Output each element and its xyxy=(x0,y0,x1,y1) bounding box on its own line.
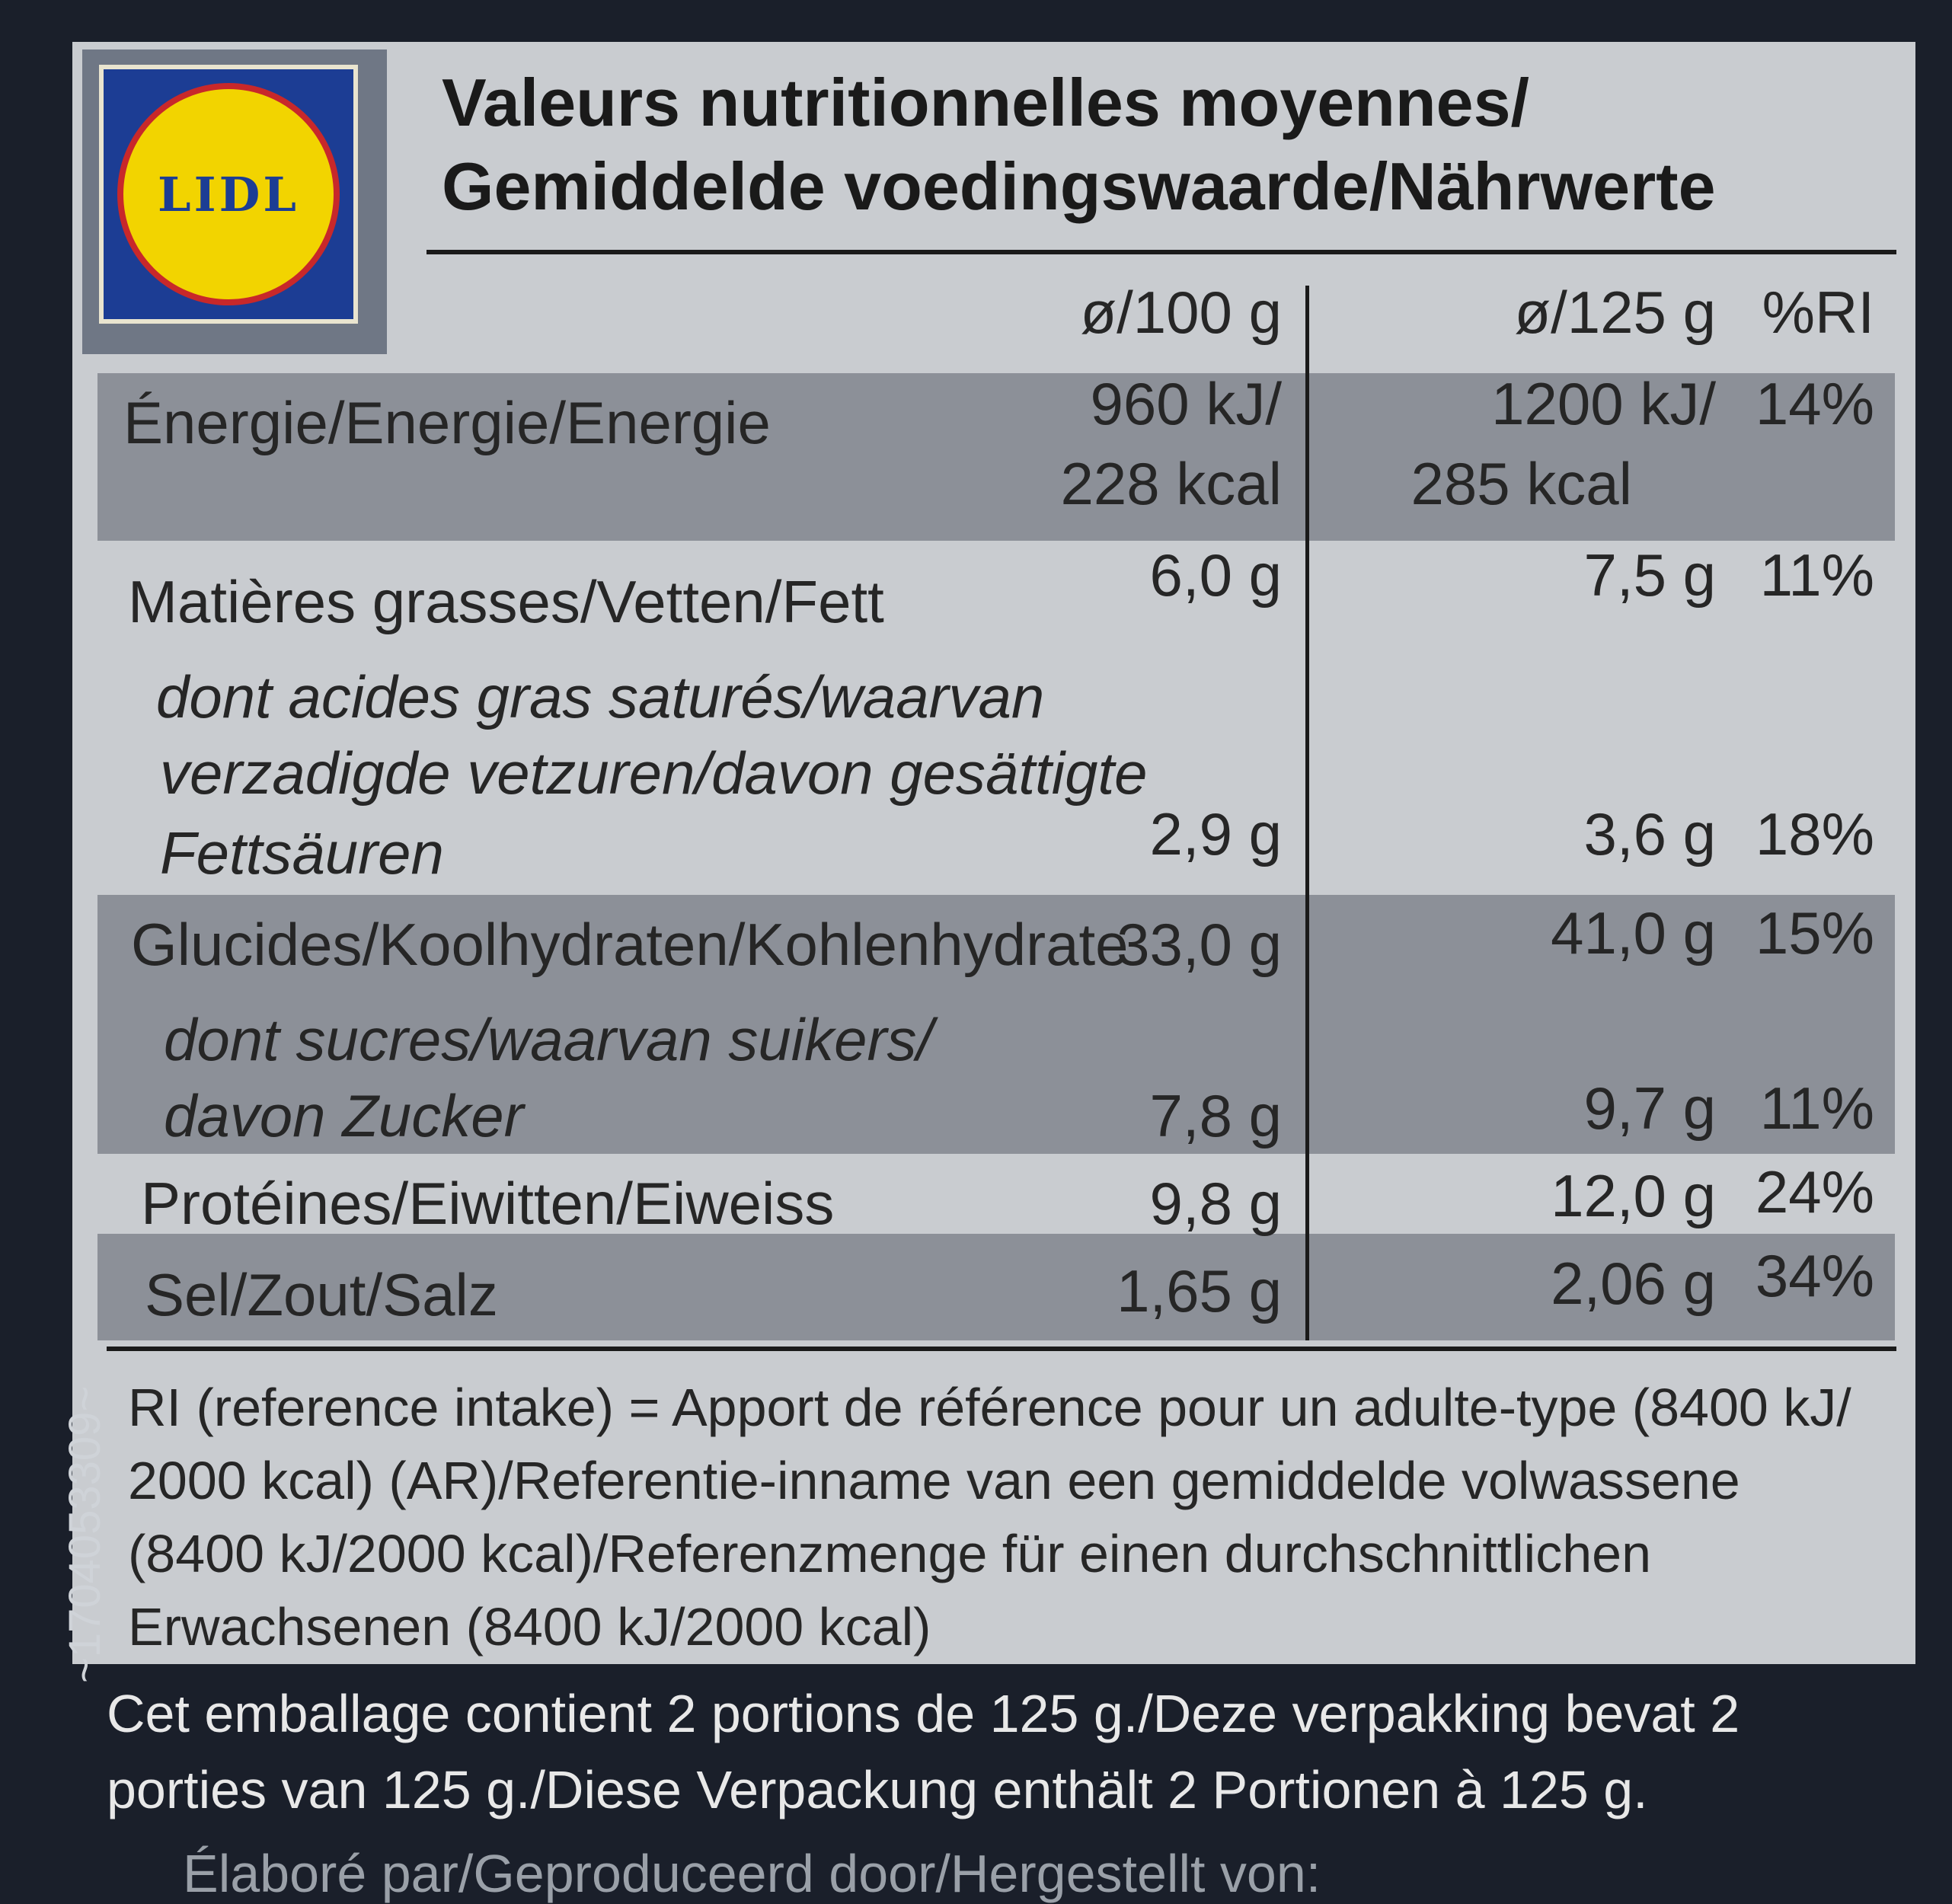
row-sugars-label-1: dont sucres/waarvan suikers/ xyxy=(164,1006,934,1073)
portion-info: Cet emballage contient 2 portions de 125… xyxy=(107,1684,1740,1819)
row-carbs-label: Glucides/Koolhydraten/Kohlenhydrate xyxy=(131,911,1129,978)
row-sugars-125: 9,7 g xyxy=(1583,1075,1716,1142)
row-saturates-100: 2,9 g xyxy=(1149,800,1282,867)
row-salt-ri: 34% xyxy=(1755,1242,1874,1309)
row-protein-125: 12,0 g xyxy=(1551,1162,1716,1229)
row-protein-ri: 24% xyxy=(1755,1158,1874,1225)
row-saturates-125: 3,6 g xyxy=(1583,800,1716,867)
row-protein-100: 9,8 g xyxy=(1149,1170,1282,1237)
row-fat-125: 7,5 g xyxy=(1583,541,1716,609)
row-protein-label: Protéines/Eiwitten/Eiweiss xyxy=(141,1170,835,1237)
row-energy-100-kj: 960 kJ/ xyxy=(1090,370,1282,437)
band-salt xyxy=(97,1234,1895,1340)
row-salt-label: Sel/Zout/Salz xyxy=(145,1261,498,1328)
row-fat-label: Matières grasses/Vetten/Fett xyxy=(128,568,884,635)
lidl-logo: LIDL xyxy=(99,65,358,324)
side-batch-code: ~1704053309~ xyxy=(60,1385,110,1683)
row-energy-label: Énergie/Energie/Energie xyxy=(123,389,771,456)
row-energy-125-kcal: 285 kcal xyxy=(1410,450,1632,517)
title-divider xyxy=(427,250,1896,254)
header-per-125g: ø/125 g xyxy=(1514,279,1716,346)
band-energy xyxy=(97,373,1895,541)
row-salt-100: 1,65 g xyxy=(1117,1257,1282,1324)
title-line-1: Valeurs nutritionnelles moyennes/ xyxy=(442,65,1529,140)
row-salt-125: 2,06 g xyxy=(1551,1250,1716,1317)
header-per-100g: ø/100 g xyxy=(1080,279,1282,346)
band-carbs xyxy=(97,895,1895,1154)
row-saturates-label-2: verzadigde vetzuren/davon gesättigte xyxy=(160,740,1148,807)
row-energy-ri: 14% xyxy=(1755,370,1874,437)
nutrition-title: Valeurs nutritionnelles moyennes/ Gemidd… xyxy=(442,61,1716,228)
lidl-logo-text: LIDL xyxy=(158,166,299,222)
producer-line-cut: Élaboré par/Geproduceerd door/Hergestell… xyxy=(183,1844,1321,1903)
row-sugars-100: 7,8 g xyxy=(1149,1082,1282,1149)
row-carbs-100: 33,0 g xyxy=(1117,911,1282,978)
row-saturates-ri: 18% xyxy=(1755,800,1874,867)
row-sugars-ri: 11% xyxy=(1759,1075,1874,1142)
row-carbs-ri: 15% xyxy=(1755,899,1874,966)
table-bottom-rule xyxy=(107,1347,1896,1351)
row-saturates-label-1: dont acides gras saturés/waarvan xyxy=(156,663,1045,730)
row-energy-100-kcal: 228 kcal xyxy=(1060,450,1282,517)
row-energy-125-kj: 1200 kJ/ xyxy=(1491,370,1716,437)
ri-footnote: RI (reference intake) = Apport de référe… xyxy=(128,1378,1851,1656)
column-divider xyxy=(1305,286,1309,1340)
lidl-logo-circle: LIDL xyxy=(117,83,340,305)
row-fat-ri: 11% xyxy=(1759,541,1874,609)
row-carbs-125: 41,0 g xyxy=(1551,899,1716,966)
title-line-2: Gemiddelde voedingswaarde/Nährwerte xyxy=(442,149,1716,224)
row-saturates-label-3: Fettsäuren xyxy=(160,819,444,887)
header-ri: %RI xyxy=(1762,279,1874,346)
row-sugars-label-2: davon Zucker xyxy=(164,1082,524,1149)
row-fat-100: 6,0 g xyxy=(1149,541,1282,609)
